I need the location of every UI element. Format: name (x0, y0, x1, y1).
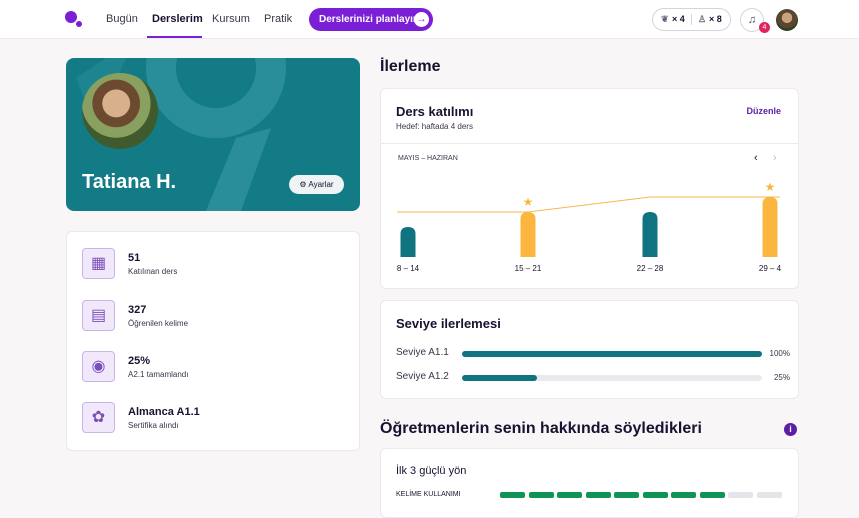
cta-text: Derslerinizi planlayın (319, 14, 420, 25)
info-icon[interactable]: i (784, 423, 797, 436)
streak-icon: ❦ (661, 14, 669, 24)
level-value: 100% (769, 349, 790, 358)
friends-icon: ♙ (698, 14, 707, 24)
divider (381, 143, 798, 144)
strength-segment (728, 492, 753, 498)
strength-segment (528, 492, 554, 498)
profile-name: Tatiana H. (82, 171, 177, 193)
attendance-card (380, 88, 799, 289)
x-tick-label: 15 – 21 (515, 264, 542, 273)
stat-label: A2.1 tamamlandı (128, 370, 189, 379)
strength-segment (585, 492, 611, 498)
levels-card (380, 300, 799, 399)
goal-star: ★ (765, 180, 776, 194)
friends-count: × 8 (709, 14, 722, 24)
logo[interactable] (64, 10, 84, 30)
goal-star: ★ (523, 195, 534, 209)
nav-link[interactable]: Bugün (106, 13, 138, 25)
strengths-card (380, 448, 799, 518)
nav-link[interactable]: Derslerim (152, 13, 203, 25)
level-label: Seviye A1.1 (396, 347, 449, 358)
x-tick-label: 29 – 4 (759, 264, 782, 273)
stat-label: Katılınan ders (128, 267, 178, 276)
strength-label: KELİME KULLANIMI (396, 491, 461, 498)
streak-pill[interactable]: ❦ × 4 ♙ × 8 (652, 8, 731, 31)
x-tick-label: 22 – 28 (637, 264, 664, 273)
nav-link[interactable]: Pratik (264, 13, 293, 25)
stat-icon: ▦ (82, 248, 115, 279)
attendance-title: Ders katılımı (396, 104, 474, 119)
stat-value: 51 (128, 252, 141, 264)
progress-title: İlerleme (380, 58, 441, 75)
notification-badge: 4 (759, 22, 770, 33)
strength-segment (557, 492, 582, 498)
levels-title: Seviye ilerlemesi (396, 316, 501, 331)
next-button[interactable]: › (773, 152, 777, 164)
nav-link[interactable]: Kursum (212, 13, 250, 25)
stat-value: Almanca A1.1 (128, 406, 200, 418)
stat-icon: ◉ (82, 351, 115, 382)
period-label: MAYIS – HAZIRAN (398, 155, 458, 162)
bar (400, 227, 416, 257)
strengths-title: İlk 3 güçlü yön (396, 465, 467, 477)
stat-icon: ✿ (82, 402, 115, 433)
strength-segment (756, 492, 782, 498)
edit-link[interactable]: Düzenle (746, 106, 781, 116)
level-value: 25% (773, 373, 790, 382)
bar (642, 212, 658, 257)
stat-icon: ▤ (82, 300, 115, 331)
settings-text: Ayarlar (308, 180, 334, 189)
level-bar (462, 375, 537, 381)
strength-segment (671, 492, 696, 498)
strength-segment (642, 492, 668, 498)
stats-card (66, 231, 360, 451)
profile-photo (82, 73, 158, 149)
strength-segment (614, 492, 639, 498)
settings-button[interactable]: ⚙ Ayarlar (289, 175, 344, 194)
level-bar (462, 351, 762, 357)
cta-button[interactable]: Derslerinizi planlayın → (309, 8, 433, 31)
stat-value: 25% (128, 355, 151, 367)
attendance-goal: Hedef: haftada 4 ders (396, 122, 473, 131)
stat-label: Sertifika alındı (128, 421, 179, 430)
prev-button[interactable]: ‹ (754, 152, 758, 164)
active-underline (147, 36, 202, 38)
stat-label: Öğrenilen kelime (128, 319, 189, 328)
arrow-icon: → (414, 12, 429, 27)
strength-segment (699, 492, 725, 498)
stat-value: 327 (128, 304, 147, 316)
user-avatar[interactable] (776, 9, 798, 31)
level-label: Seviye A1.2 (396, 371, 449, 382)
divider (691, 14, 692, 25)
attendance-chart: 8 – 14 ★ 15 – 21 22 – 28 ★ 29 – 4 (397, 180, 782, 273)
bell-button[interactable]: ♫ (740, 8, 764, 32)
strength-segment (500, 492, 525, 498)
x-tick-label: 8 – 14 (397, 264, 420, 273)
bar (520, 212, 536, 257)
streak-count: × 4 (672, 14, 685, 24)
goal-line (397, 196, 780, 213)
bar (762, 197, 778, 257)
teachers-title: Öğretmenlerin senin hakkında söyledikler… (380, 420, 702, 437)
level-track (462, 375, 762, 381)
